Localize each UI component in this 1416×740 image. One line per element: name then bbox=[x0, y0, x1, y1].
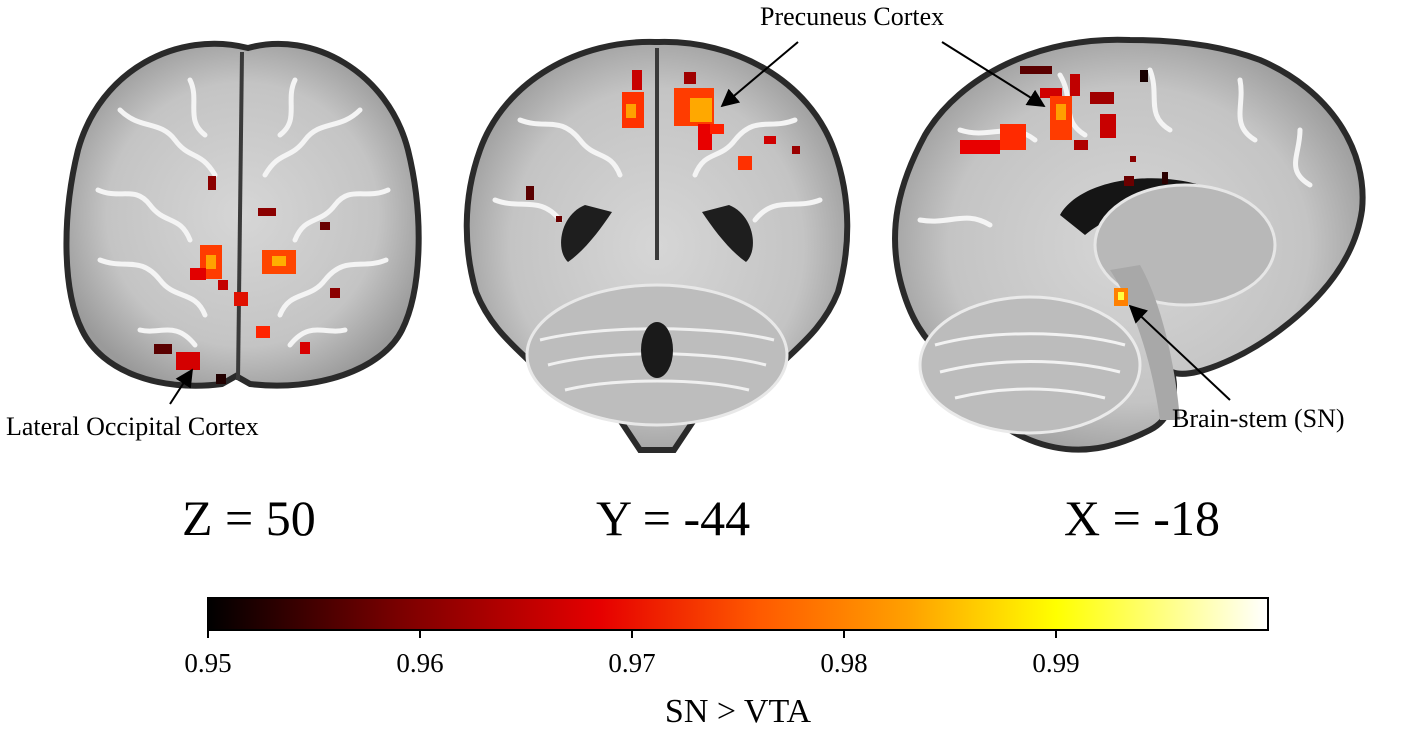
lateral-occipital-label: Lateral Occipital Cortex bbox=[6, 412, 259, 441]
coronal-activation bbox=[526, 70, 800, 222]
colorbar-tick-label: 0.95 bbox=[184, 648, 232, 678]
coronal-slice-label: Y = -44 bbox=[596, 490, 751, 546]
colorbar-tick-label: 0.98 bbox=[820, 648, 868, 678]
colorbar-tick-label: 0.96 bbox=[396, 648, 444, 678]
axial-slice bbox=[63, 40, 422, 389]
coronal-slice bbox=[463, 38, 851, 453]
axial-slice-label: Z = 50 bbox=[182, 490, 316, 546]
sagittal-sulci bbox=[917, 67, 1313, 228]
sagittal-cerebellum-folia bbox=[934, 332, 1126, 400]
precuneus-arrow-sagittal bbox=[941, 41, 1046, 107]
axial-sulci bbox=[95, 77, 391, 348]
brainstem-label: Brain-stem (SN) bbox=[1172, 404, 1345, 433]
coronal-fourth-ventricle bbox=[641, 322, 673, 378]
axial-midline bbox=[236, 51, 244, 381]
sagittal-slice bbox=[892, 36, 1366, 453]
precuneus-label: Precuneus Cortex bbox=[760, 2, 945, 31]
colorbar-ticks bbox=[207, 630, 1057, 638]
axial-brain-outline bbox=[63, 40, 422, 389]
axial-activation bbox=[154, 176, 340, 384]
sagittal-cerebellum bbox=[918, 295, 1142, 435]
sagittal-activation bbox=[960, 66, 1168, 306]
precuneus-arrow-coronal bbox=[720, 41, 799, 108]
colorbar-tick-label: 0.99 bbox=[1032, 648, 1080, 678]
colorbar-tick-label: 0.97 bbox=[608, 648, 656, 678]
coronal-ventricle-left bbox=[561, 205, 612, 262]
lateral-occipital-arrow bbox=[169, 368, 193, 405]
brainstem-arrow bbox=[1128, 304, 1231, 401]
coronal-ventricle-right bbox=[702, 205, 753, 262]
colorbar bbox=[207, 597, 1269, 631]
coronal-sulci bbox=[492, 117, 823, 223]
colorbar-title: SN > VTA bbox=[664, 693, 812, 730]
sagittal-slice-label: X = -18 bbox=[1064, 490, 1220, 546]
sagittal-brainstem bbox=[1110, 265, 1180, 420]
